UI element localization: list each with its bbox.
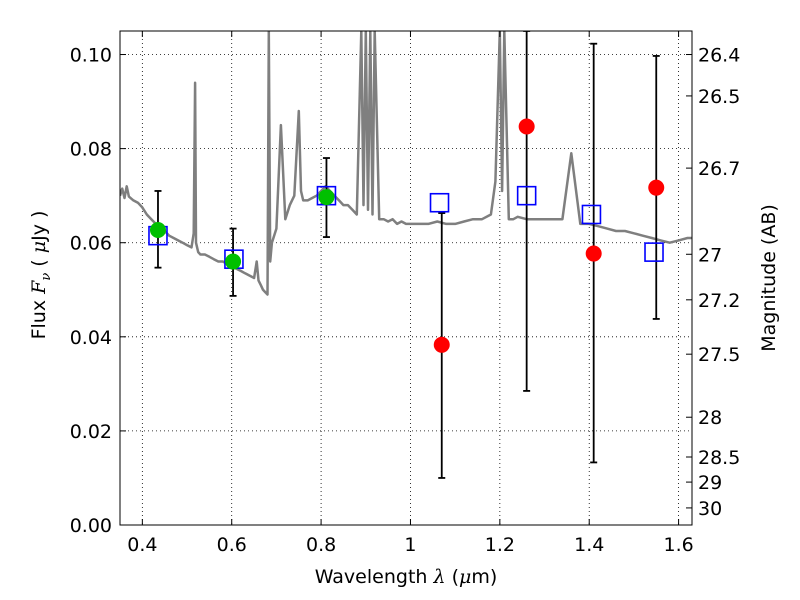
- green-data-point: [149, 222, 166, 239]
- x-tick-label: 0.6: [217, 534, 247, 556]
- x-tick-label: 0.4: [127, 534, 157, 556]
- x-axis-label: Wavelength λ (μm): [315, 566, 498, 588]
- red-data-point: [433, 336, 450, 353]
- y2-tick-label: 28.5: [698, 447, 740, 469]
- x-tick-label: 1: [404, 534, 416, 556]
- y2-tick-label: 27.2: [698, 290, 740, 312]
- y2-tick-label: 30: [698, 498, 722, 520]
- y-tick-label: 0.10: [70, 45, 112, 67]
- y2-tick-label: 27: [698, 244, 722, 266]
- y2-axis-label: Magnitude (AB): [758, 204, 780, 352]
- points-layer: [148, 118, 665, 353]
- y2-tick-label: 28: [698, 407, 722, 429]
- x-tick-label: 1.6: [663, 534, 693, 556]
- red-data-point: [585, 245, 602, 262]
- green-data-point: [318, 189, 335, 206]
- y2-tick-label: 29: [698, 472, 722, 494]
- y2-tick-label: 26.5: [698, 86, 740, 108]
- red-data-point: [648, 179, 665, 196]
- x-tick-label: 1.2: [485, 534, 515, 556]
- y2-axis: 26.4 26.5 26.7 27 27.2 27.5 28 28.5 29 30: [686, 45, 740, 520]
- y-tick-label: 0.06: [70, 233, 112, 255]
- y2-tick-label: 26.7: [698, 158, 740, 180]
- model-square-point: [429, 192, 450, 213]
- x-tick-label: 1.4: [574, 534, 604, 556]
- y2-tick-label: 26.4: [698, 45, 740, 67]
- model-square-point: [581, 204, 602, 225]
- model-square-point: [516, 185, 537, 206]
- y-tick-label: 0.04: [70, 327, 112, 349]
- y2-tick-label: 27.5: [698, 344, 740, 366]
- green-data-point: [225, 253, 242, 270]
- x-axis: 0.4 0.6 0.8 1 1.2 1.4 1.6: [127, 31, 694, 556]
- plot-frame: [119, 30, 693, 526]
- grid: [120, 31, 692, 526]
- y-axis-label: Flux Fν ( μJy ): [28, 211, 54, 340]
- red-data-point: [518, 118, 535, 135]
- y-tick-label: 0.00: [70, 515, 112, 537]
- spectrum-line: [120, 31, 692, 296]
- y-tick-label: 0.08: [70, 139, 112, 161]
- y-axis: 0.00 0.02 0.04 0.06 0.08 0.10: [70, 45, 126, 537]
- x-tick-label: 0.8: [306, 534, 336, 556]
- spectrum-layer: [120, 31, 692, 296]
- model-square-point: [644, 242, 664, 262]
- y-tick-label: 0.02: [70, 421, 112, 443]
